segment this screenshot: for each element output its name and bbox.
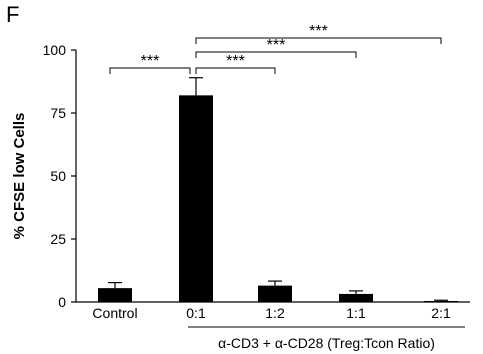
bar-0:1 xyxy=(179,95,213,302)
y-tick-label: 75 xyxy=(50,105,66,121)
significance-label: *** xyxy=(267,37,286,54)
panel-label: F xyxy=(6,2,20,27)
x-tick-label: 0:1 xyxy=(186,305,206,321)
significance-bracket xyxy=(195,67,276,74)
y-axis-label: % CFSE low Cells xyxy=(11,113,28,240)
x-tick-label: 1:2 xyxy=(265,305,285,321)
significance-bracket xyxy=(195,37,442,44)
x-tick-label: 1:1 xyxy=(346,305,366,321)
significance-label: *** xyxy=(226,53,245,70)
x-tick-label: Control xyxy=(92,305,137,321)
bar-1:1 xyxy=(339,293,373,302)
bar-2:1 xyxy=(424,300,458,302)
y-tick-label: 25 xyxy=(50,231,66,247)
y-tick-label: 0 xyxy=(58,294,66,310)
significance-bracket xyxy=(195,51,357,58)
x-tick-label: 2:1 xyxy=(431,305,451,321)
significance-label: *** xyxy=(141,53,160,70)
y-tick-label: 50 xyxy=(50,168,66,184)
bar-Control xyxy=(98,288,132,302)
y-tick-label: 100 xyxy=(43,42,67,58)
significance-bracket xyxy=(109,67,191,74)
bar-1:2 xyxy=(258,285,292,302)
significance-label: *** xyxy=(309,23,328,40)
group-label: α-CD3 + α-CD28 (Treg:Tcon Ratio) xyxy=(218,335,435,351)
